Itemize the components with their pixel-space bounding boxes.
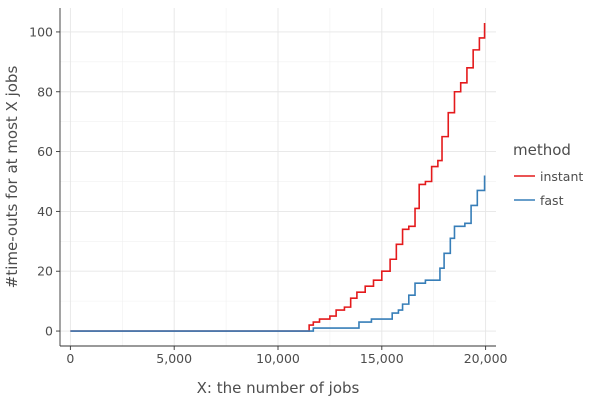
y-tick-label: 100: [29, 24, 53, 39]
x-tick-label: 5,000: [156, 351, 192, 366]
y-tick-label: 80: [37, 84, 53, 99]
series-layer: [70, 22, 486, 332]
legend-label-fast: fast: [540, 193, 564, 208]
x-tick-label: 20,000: [464, 351, 508, 366]
x-tick-label: 10,000: [256, 351, 300, 366]
y-tick-label: 40: [37, 204, 53, 219]
x-axis-title: X: the number of jobs: [197, 379, 360, 397]
legend: method instant fast: [513, 141, 583, 208]
y-axis-title: #time-outs for at most X jobs: [3, 66, 21, 289]
grid: [60, 8, 496, 346]
series-line-fast: [70, 175, 486, 332]
x-tick-label: 0: [66, 351, 74, 366]
legend-label-instant: instant: [540, 169, 583, 184]
y-tick-label: 0: [45, 324, 53, 339]
legend-title: method: [513, 141, 571, 159]
y-tick-label: 20: [37, 264, 53, 279]
series-line-instant: [70, 22, 486, 332]
axes: 0 5,000 10,000 15,000 20,000 0 20 40 60 80 100: [29, 8, 508, 366]
x-tick-label: 15,000: [360, 351, 404, 366]
y-tick-label: 60: [37, 144, 53, 159]
